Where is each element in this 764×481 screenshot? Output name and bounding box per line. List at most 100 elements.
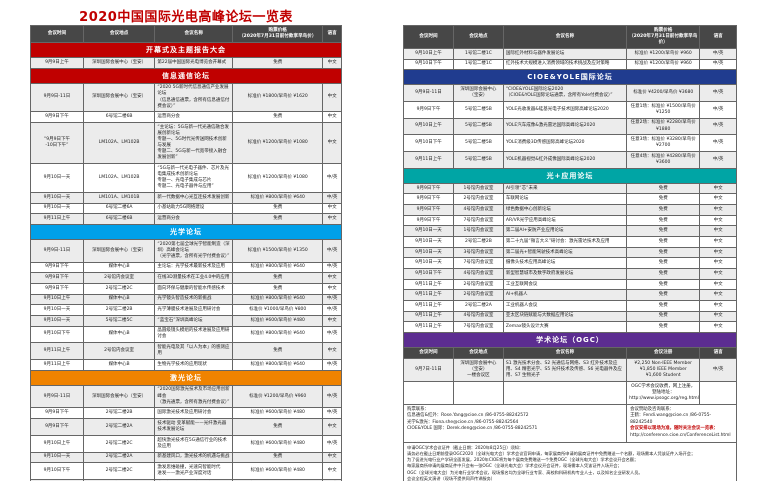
table-row: 9月9日下午 2号馆内会议室 在线3D测量技术在工业4.0中的应用 免费 中文 [30,272,342,284]
session-cell: 亚太区块链赋能与大数据应用论坛 [502,310,628,323]
column-header: 语言 [699,25,737,49]
language-cell: 中文 [699,225,737,238]
time-cell: 9月10日下午 [30,462,84,480]
column-header: 会议名称 [154,25,234,43]
session-cell: 第22届中国国际光电博览会开幕式 [154,56,234,69]
language-cell: 中/英 [322,293,342,306]
venue-cell: 深圳国际会展中心（宝安） [82,384,156,409]
table-row: 9月10日上午 5号馆二楼5B YOLE汽车成像&激光雷达国际高峰论坛2020 任意2… [403,117,737,136]
venue-cell: 2号馆二楼2A [82,451,156,464]
section-banner: CIOE&YOLE国际论坛 [403,69,737,86]
table-row: 9月10日上午 媒体中心B 光学镜头智造技术的新挑战 标准价 ¥800/早鸟价 ¥64… [30,293,342,306]
session-cell: 超快激光技术在5G通信行业的技术及应用 [154,434,234,453]
table-row: “9月9日下午 -10日下午” LM102A、LM102B “主论坛：5G与新一代光… [30,122,342,165]
time-cell: 9月11日上午 [403,289,454,302]
table-row: 9月9日下午 2号馆内会议室 车联网论坛 免费 中文 [403,193,737,206]
language-cell: 中/英 [322,407,342,420]
price-cell: 标准价 ¥800/早鸟价 ¥640 [232,191,324,204]
price-cell: 标准价 ¥600/早鸟价 ¥480 [232,462,324,480]
table-row: 9月11日上午 2号馆二楼2A 工业机器人会议 免费 中文 [403,300,737,312]
price-cell: 标准价 ¥800/早鸟价 ¥640 [232,325,324,344]
section-banner: 信息通信论坛 [30,67,342,84]
table-row: 9月9日-11日 深圳国际会展中心（宝安） “CIOE&YOLE国际论坛2020 （… [403,84,737,102]
table-row: 9月7日-11日 深圳国际会展中心（宝安） 一楼会议区 S1 激光技术分会、S2 光… [403,357,737,382]
column-header: 会议名称 [502,347,628,359]
venue-cell: 7号馆内会议室 [452,214,504,227]
table-row: 9月11日上午 2号馆内会议室 AI+机器人 免费 中文 [403,289,737,302]
venue-cell: 2号馆二楼2A [82,418,156,436]
column-header: 语言 [322,25,342,43]
venue-cell: 1号馆内会议室 [452,182,504,195]
session-cell: YOLE机器视觉&红外成像国际高峰论坛2020 [502,151,628,169]
table-row: 9月9日下午 2号馆二楼2A 技术驱动 变革赋能——光纤激光器技术发展论坛 免费 中文 [30,418,342,436]
table-row: 9月9日上午 深圳国际会展中心（宝安） 第22届中国国际光电博览会开幕式 免费 中文 [30,56,342,69]
section-banner: 开幕式及主题报告大会 [30,41,342,58]
venue-cell: 7号馆内会议室 [452,257,504,270]
language-cell: 中文 [699,310,737,323]
language-cell: 中文 [322,82,342,113]
price-cell: 免费 [626,300,701,312]
price-cell: 标准价 ¥1200/早鸟价 ¥960 [232,384,324,409]
language-cell: 中/英 [322,191,342,204]
table-row: 9月11日上午 7号馆内会议室 Zemax镜头设计大赛 免费 中文 [403,321,737,333]
language-cell: 中文 [699,321,737,333]
table-row: 9月10日一天 3号馆内会议室 第二届光+智能驾驶技术高峰论坛 免费 中文 [403,246,737,259]
session-cell: 光学镜头智造技术的新挑战 [154,293,234,306]
venue-cell: 2号馆二楼2C [82,462,156,480]
column-header: 会议时间 [403,25,454,49]
table-row: 9月10日一天 LM101A、LM101B 新一代数据中心光互连技术发展创新 标准价 … [30,191,342,204]
session-cell: Zemax镜头设计大赛 [502,321,628,333]
notice-line: 会议赞助及咨询联系： [630,406,675,412]
session-cell: 国际红外材料与器件发展论坛 [502,47,628,60]
venue-cell: 深圳国际会展中心（宝安） [82,82,156,113]
session-cell: 面向环保与健康的智能水传感技术 [154,282,234,295]
time-cell: 9月10日下午 [403,134,454,153]
table-row: 9月9日下午 2号馆二楼2C 面向环保与健康的智能水传感技术 免费 中文 [30,282,342,295]
price-cell: 标准价 ¥1200/早鸟价 ¥1080 [232,163,324,193]
session-cell: “2020第七届全球光学智能制造（深圳）高峰会论坛 （光学通票，含所有光学付费会… [154,238,234,263]
column-header: 语言 [699,347,737,359]
table-row: 9月10日下午 5号馆二楼5B YOLE消费级3D传感国际高峰论坛2020 任意3场：… [403,134,737,153]
column-header: 购票价格 （2020年7月31日前付款享早鸟价） [626,25,701,49]
venue-cell: 2号馆内会议室 [82,342,156,361]
price-cell: 标准价 ¥600/早鸟价 ¥480 [232,478,324,481]
language-cell: 中文 [699,300,737,312]
session-cell: “5G与新一代光电子器件、芯片及光电集成技术创新论坛 专题一、光电子集成与芯片 … [154,163,234,193]
price-cell: 免费 [626,278,701,291]
time-cell: 9月10日上午 [403,117,454,136]
table-row: 9月10日一天 7号馆内会议室 摄像头技术应用高峰论坛 免费 中文 [403,257,737,270]
section-banner: 光学论坛 [30,223,342,240]
time-cell: 9月10日上午 [30,293,84,306]
time-cell [403,380,454,405]
time-cell: 9月10日一天 [403,246,454,259]
table-row: 9月10日下午 2号馆二楼2C 激发思维碰撞，光速向智能时代 进发——激光产业深度对… [30,462,342,480]
table-row: 9月11日上午 4号馆内会议室 亚太区块链赋能与大数据应用论坛 免费 中文 [403,310,737,323]
venue-cell: LM102A、LM102B [82,122,156,165]
time-cell: 9月9日下午 [403,193,454,206]
time-cell: 9月9日下午 [30,418,84,436]
session-cell: S1 激光技术分会、S2 光通信与网络、S3 红外技术及应用、S4 精密光学、S… [502,357,628,382]
time-cell: 9月10日下午 [403,268,454,280]
time-cell: 9月11日上午 [403,300,454,312]
language-cell: 中/英 [322,478,342,481]
language-cell: 中/英 [322,384,342,409]
price-cell: 免费 [626,257,701,270]
language-cell: 中文 [322,122,342,165]
session-cell: AR/VR光学应用高峰论坛 [502,214,628,227]
section-banner-label: 激光论坛 [30,369,342,386]
time-cell: 9月7日-11日 [403,357,454,382]
venue-cell: 媒体中心B [82,261,156,274]
ticket-contacts: 购票联系： 信息通信&红外：Rose.Yang@cioe.cn /86-0755… [402,403,628,443]
price-cell: 免费 [232,213,324,225]
language-cell: 中文 [322,111,342,124]
time-cell: 9月9日-11日 [30,238,84,263]
price-cell: 标准价 ¥600/早鸟价 ¥480 [232,407,324,420]
venue-cell: 5号馆二楼5B [452,151,504,169]
column-header-row: 会议时间 会议地点 会议名称 会议注册 语言 [403,347,737,359]
schedule-table-left: 会议时间 会议地点 会议名称 购票价格 （2020年7月31日前付款享早鸟价） 语言 开幕… [30,25,342,481]
session-cell: 第二届AI+安防产业应用论坛 [502,225,628,238]
session-cell: 晶圆级镜头模组的技术进展及应用研讨会 [154,325,234,344]
language-cell: 中文 [699,214,737,227]
venue-cell: 2号馆二楼2C [82,434,156,453]
session-cell: 技术驱动 变革赋能——光纤激光器技术发展论坛 [154,418,234,436]
